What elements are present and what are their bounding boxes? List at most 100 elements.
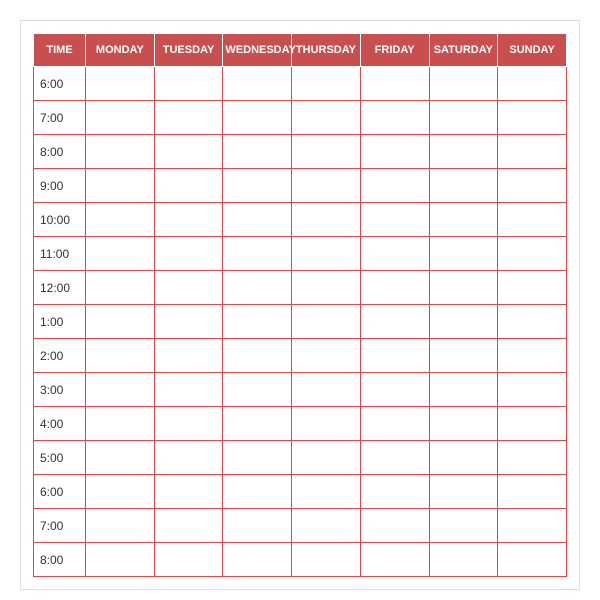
schedule-cell[interactable]	[86, 305, 155, 339]
schedule-cell[interactable]	[360, 475, 429, 509]
schedule-cell[interactable]	[498, 237, 567, 271]
schedule-cell[interactable]	[292, 101, 361, 135]
schedule-cell[interactable]	[86, 67, 155, 101]
schedule-cell[interactable]	[498, 101, 567, 135]
schedule-cell[interactable]	[292, 203, 361, 237]
schedule-cell[interactable]	[86, 271, 155, 305]
schedule-cell[interactable]	[86, 237, 155, 271]
schedule-cell[interactable]	[86, 407, 155, 441]
schedule-cell[interactable]	[154, 475, 223, 509]
schedule-cell[interactable]	[429, 271, 498, 305]
schedule-cell[interactable]	[498, 203, 567, 237]
schedule-cell[interactable]	[360, 339, 429, 373]
schedule-cell[interactable]	[429, 237, 498, 271]
schedule-cell[interactable]	[429, 135, 498, 169]
schedule-cell[interactable]	[154, 101, 223, 135]
schedule-cell[interactable]	[154, 543, 223, 577]
schedule-cell[interactable]	[429, 203, 498, 237]
schedule-cell[interactable]	[498, 169, 567, 203]
schedule-cell[interactable]	[360, 543, 429, 577]
schedule-cell[interactable]	[86, 101, 155, 135]
schedule-cell[interactable]	[223, 237, 292, 271]
schedule-cell[interactable]	[86, 339, 155, 373]
schedule-cell[interactable]	[86, 475, 155, 509]
schedule-cell[interactable]	[154, 509, 223, 543]
schedule-cell[interactable]	[429, 373, 498, 407]
schedule-cell[interactable]	[429, 339, 498, 373]
schedule-cell[interactable]	[292, 509, 361, 543]
schedule-cell[interactable]	[223, 373, 292, 407]
schedule-cell[interactable]	[223, 407, 292, 441]
schedule-cell[interactable]	[223, 305, 292, 339]
schedule-cell[interactable]	[429, 407, 498, 441]
schedule-cell[interactable]	[360, 305, 429, 339]
schedule-cell[interactable]	[429, 475, 498, 509]
schedule-cell[interactable]	[292, 407, 361, 441]
schedule-cell[interactable]	[360, 509, 429, 543]
schedule-cell[interactable]	[223, 441, 292, 475]
schedule-cell[interactable]	[360, 237, 429, 271]
schedule-cell[interactable]	[360, 67, 429, 101]
schedule-cell[interactable]	[498, 339, 567, 373]
schedule-cell[interactable]	[154, 271, 223, 305]
schedule-cell[interactable]	[86, 543, 155, 577]
schedule-cell[interactable]	[292, 305, 361, 339]
schedule-cell[interactable]	[498, 305, 567, 339]
schedule-cell[interactable]	[154, 135, 223, 169]
schedule-cell[interactable]	[498, 271, 567, 305]
schedule-cell[interactable]	[154, 305, 223, 339]
schedule-cell[interactable]	[86, 509, 155, 543]
schedule-cell[interactable]	[498, 509, 567, 543]
schedule-cell[interactable]	[292, 237, 361, 271]
schedule-cell[interactable]	[154, 339, 223, 373]
schedule-cell[interactable]	[86, 169, 155, 203]
schedule-cell[interactable]	[86, 373, 155, 407]
schedule-cell[interactable]	[292, 373, 361, 407]
schedule-cell[interactable]	[429, 101, 498, 135]
schedule-cell[interactable]	[360, 407, 429, 441]
schedule-cell[interactable]	[429, 305, 498, 339]
schedule-cell[interactable]	[360, 441, 429, 475]
schedule-cell[interactable]	[223, 543, 292, 577]
schedule-cell[interactable]	[292, 67, 361, 101]
schedule-cell[interactable]	[292, 543, 361, 577]
schedule-cell[interactable]	[429, 441, 498, 475]
schedule-cell[interactable]	[292, 271, 361, 305]
schedule-cell[interactable]	[360, 101, 429, 135]
schedule-cell[interactable]	[498, 373, 567, 407]
schedule-cell[interactable]	[498, 67, 567, 101]
schedule-cell[interactable]	[292, 169, 361, 203]
schedule-cell[interactable]	[223, 169, 292, 203]
schedule-cell[interactable]	[154, 203, 223, 237]
schedule-cell[interactable]	[429, 509, 498, 543]
schedule-cell[interactable]	[360, 135, 429, 169]
schedule-cell[interactable]	[154, 441, 223, 475]
schedule-cell[interactable]	[429, 543, 498, 577]
schedule-cell[interactable]	[498, 475, 567, 509]
schedule-cell[interactable]	[223, 339, 292, 373]
schedule-cell[interactable]	[429, 169, 498, 203]
schedule-cell[interactable]	[292, 475, 361, 509]
schedule-cell[interactable]	[498, 135, 567, 169]
schedule-cell[interactable]	[223, 475, 292, 509]
schedule-cell[interactable]	[223, 203, 292, 237]
schedule-cell[interactable]	[223, 509, 292, 543]
schedule-cell[interactable]	[429, 67, 498, 101]
schedule-cell[interactable]	[498, 441, 567, 475]
schedule-cell[interactable]	[292, 441, 361, 475]
schedule-cell[interactable]	[154, 373, 223, 407]
schedule-cell[interactable]	[86, 441, 155, 475]
schedule-cell[interactable]	[360, 373, 429, 407]
schedule-cell[interactable]	[154, 237, 223, 271]
schedule-cell[interactable]	[154, 169, 223, 203]
schedule-cell[interactable]	[360, 203, 429, 237]
schedule-cell[interactable]	[86, 203, 155, 237]
schedule-cell[interactable]	[223, 271, 292, 305]
schedule-cell[interactable]	[360, 271, 429, 305]
schedule-cell[interactable]	[498, 543, 567, 577]
schedule-cell[interactable]	[154, 407, 223, 441]
schedule-cell[interactable]	[292, 339, 361, 373]
schedule-cell[interactable]	[86, 135, 155, 169]
schedule-cell[interactable]	[223, 67, 292, 101]
schedule-cell[interactable]	[498, 407, 567, 441]
